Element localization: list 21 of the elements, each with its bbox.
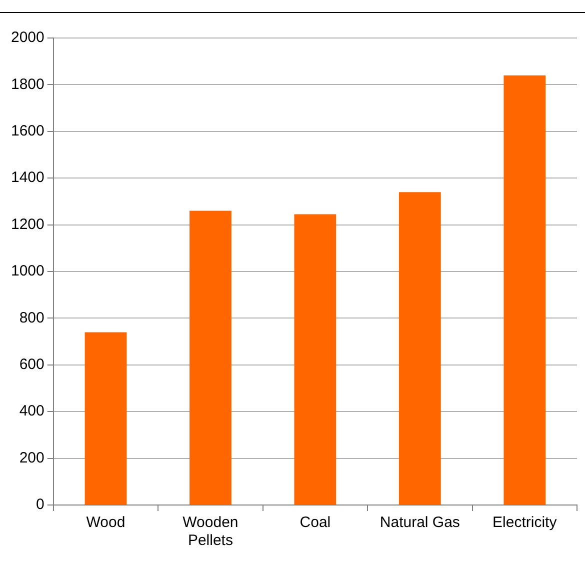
bar <box>84 332 127 504</box>
y-tick-label: 0 <box>36 496 44 514</box>
x-tick-label: Natural Gas <box>380 514 460 532</box>
y-tick-label: 400 <box>19 402 44 420</box>
y-tick-label: 1400 <box>10 169 44 186</box>
x-tick-label: Wooden Pellets <box>182 514 238 550</box>
x-tick-label: Coal <box>300 514 331 532</box>
bar <box>294 214 336 504</box>
bar <box>504 75 546 504</box>
y-tick-label: 800 <box>19 309 44 326</box>
y-tick-label: 1000 <box>10 262 44 280</box>
x-tick-label: Electricity <box>492 514 558 532</box>
y-tick-label: 1200 <box>10 216 44 233</box>
y-tick-label: 1800 <box>10 76 44 93</box>
bar <box>398 192 441 504</box>
y-tick-label: 200 <box>19 449 44 466</box>
y-tick-label: 600 <box>19 356 44 374</box>
bar <box>190 210 232 504</box>
y-tick-label: 1600 <box>10 122 44 140</box>
x-tick-label: Wood <box>86 514 126 532</box>
y-tick-label: 2000 <box>10 29 44 46</box>
